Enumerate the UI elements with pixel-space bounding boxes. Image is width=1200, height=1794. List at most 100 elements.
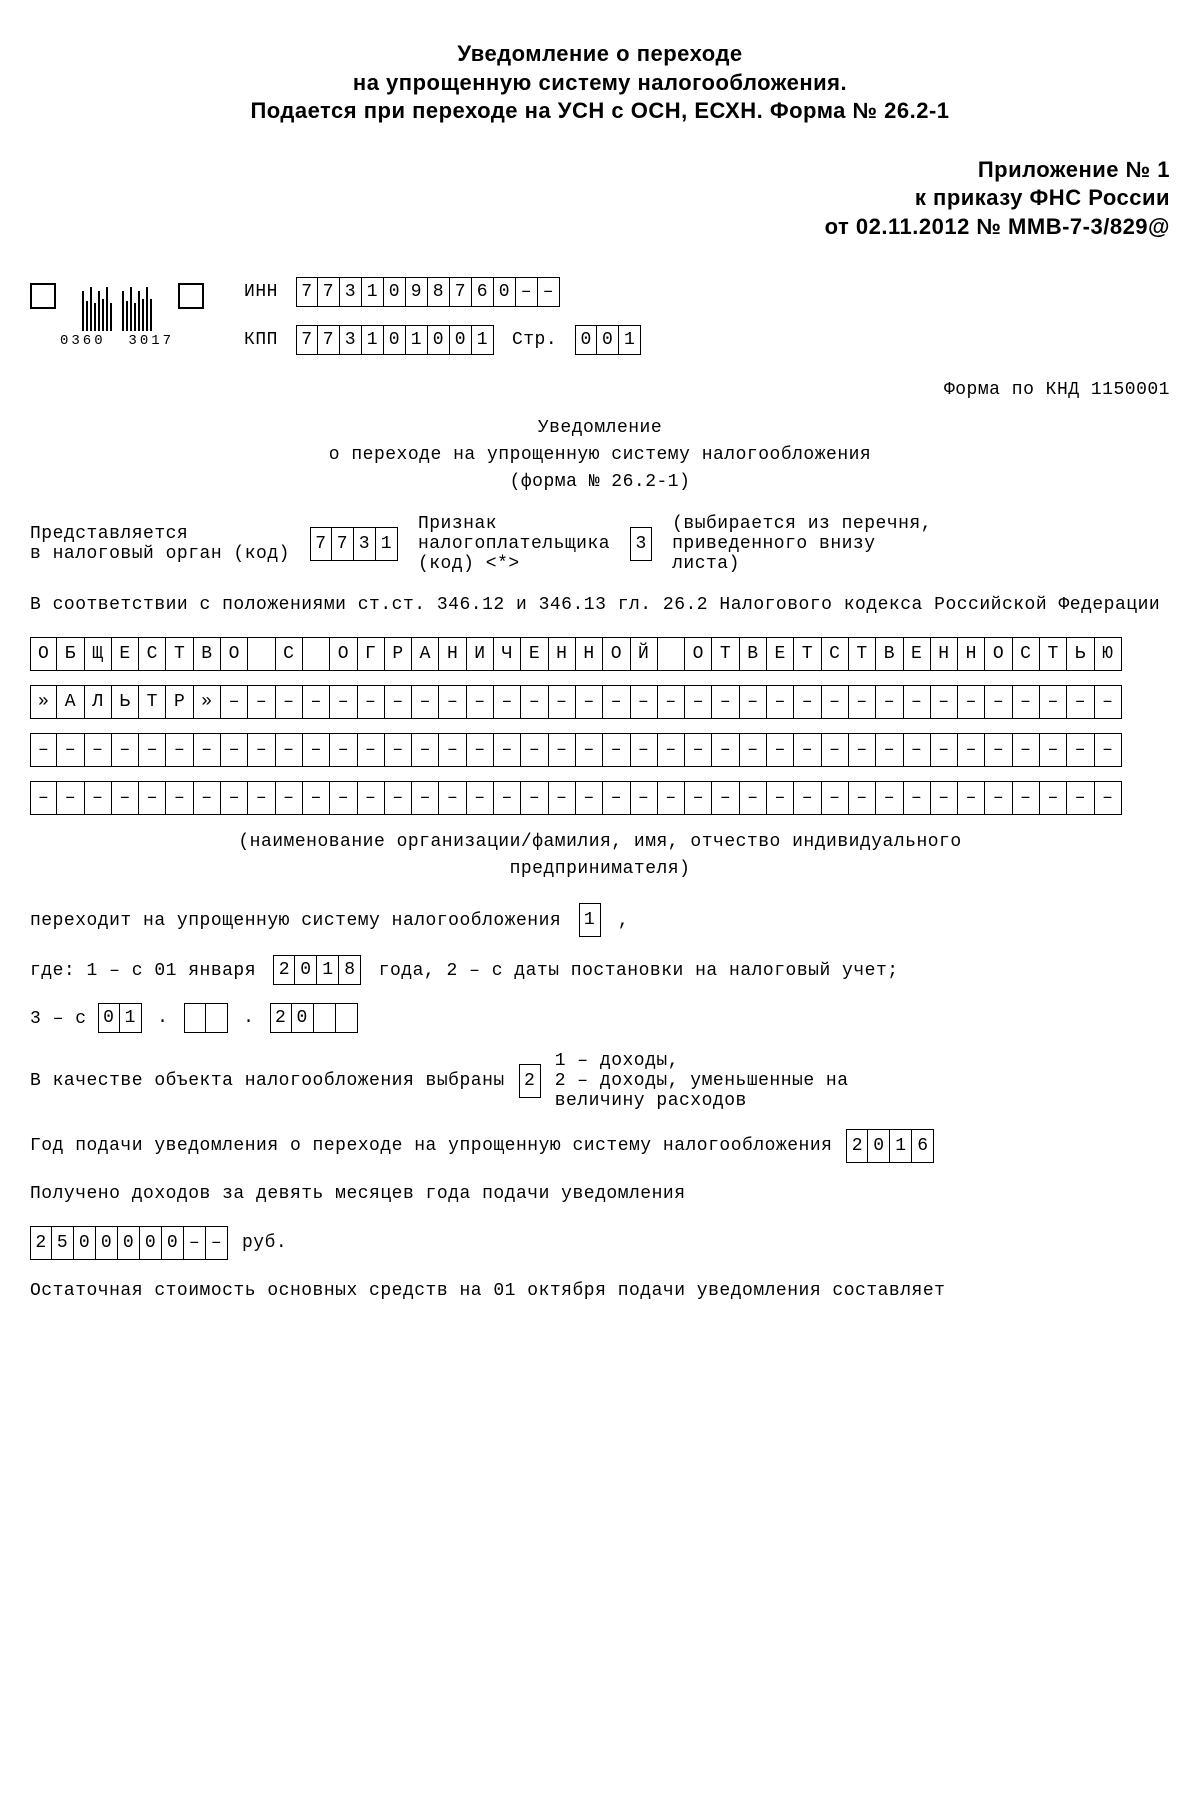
cell: »: [194, 685, 221, 719]
cell: [184, 1003, 206, 1033]
cell: –: [538, 277, 560, 307]
cell: С: [822, 637, 849, 671]
cell: –: [330, 781, 357, 815]
cell: 1: [579, 903, 601, 937]
cell: –: [358, 733, 385, 767]
cell: –: [30, 781, 57, 815]
cell: –: [385, 685, 412, 719]
cell: 7: [310, 527, 332, 561]
page-label: Стр.: [512, 330, 557, 350]
kpp-label: КПП: [244, 330, 278, 350]
cell: 0: [450, 325, 472, 355]
cell: Щ: [85, 637, 112, 671]
cell: –: [439, 781, 466, 815]
page-cells: 001: [575, 325, 641, 355]
cell: 1: [472, 325, 494, 355]
cell: –: [139, 733, 166, 767]
cell: –: [248, 781, 275, 815]
cell: –: [1040, 781, 1067, 815]
cell: В: [876, 637, 903, 671]
taxpayer-sign-label: Признак налогоплательщика (код) <*>: [418, 514, 610, 574]
cell: –: [1013, 685, 1040, 719]
cell: 0: [868, 1129, 890, 1163]
cell: О: [685, 637, 712, 671]
cell: О: [603, 637, 630, 671]
cell: –: [57, 733, 84, 767]
cell: 9: [406, 277, 428, 307]
cell: –: [516, 277, 538, 307]
cell: –: [958, 781, 985, 815]
cell: –: [658, 733, 685, 767]
opt3-year: 20: [270, 1003, 358, 1033]
cell: –: [112, 733, 139, 767]
barcode: 0360 3017: [30, 283, 204, 349]
opt3-month: [184, 1003, 228, 1033]
cell: 3: [354, 527, 376, 561]
cell: –: [740, 685, 767, 719]
cell: А: [57, 685, 84, 719]
inn-cells: 7731098760––: [296, 277, 560, 307]
cell: –: [685, 733, 712, 767]
cell: 8: [428, 277, 450, 307]
cell: –: [248, 685, 275, 719]
cell: Н: [439, 637, 466, 671]
income-row: 2500000–– руб.: [30, 1226, 1170, 1260]
cell: Е: [112, 637, 139, 671]
cell: –: [330, 685, 357, 719]
org-name-grid: ОБЩЕСТВОСОГРАНИЧЕННОЙОТВЕТСТВЕННОСТЬЮ »А…: [30, 637, 1170, 815]
cell: –: [1095, 781, 1122, 815]
cell: –: [603, 685, 630, 719]
name-row-3: ––––––––––––––––––––––––––––––––––––––––: [30, 733, 1170, 767]
cell: –: [740, 733, 767, 767]
cell: [336, 1003, 358, 1033]
cell: –: [658, 781, 685, 815]
knd-code: Форма по КНД 1150001: [30, 380, 1170, 400]
cell: –: [822, 781, 849, 815]
cell: 0: [494, 277, 516, 307]
cell: –: [958, 733, 985, 767]
cell: –: [576, 781, 603, 815]
cell: Т: [1040, 637, 1067, 671]
cell: [303, 637, 330, 671]
year-submit-row: Год подачи уведомления о переходе на упр…: [30, 1129, 1170, 1163]
where-row: где: 1 – с 01 января 2018 года, 2 – с да…: [30, 955, 1170, 985]
income-text: Получено доходов за девять месяцев года …: [30, 1181, 1170, 1208]
cell: В: [194, 637, 221, 671]
cell: –: [303, 733, 330, 767]
cell: –: [303, 781, 330, 815]
barcode-numbers: 0360 3017: [60, 333, 174, 349]
annex-1: Приложение № 1: [30, 156, 1170, 185]
cell: –: [385, 733, 412, 767]
cell: –: [958, 685, 985, 719]
cell: –: [521, 781, 548, 815]
cell: –: [494, 733, 521, 767]
cell: –: [1067, 781, 1094, 815]
cell: 0: [140, 1226, 162, 1260]
cell: –: [1013, 733, 1040, 767]
cell: 0: [118, 1226, 140, 1260]
cell: 2: [270, 1003, 292, 1033]
cell: 3: [340, 277, 362, 307]
cell: Л: [85, 685, 112, 719]
cell: 0: [96, 1226, 118, 1260]
cell: Б: [57, 637, 84, 671]
cell: [206, 1003, 228, 1033]
taxpayer-sign-cell: 3: [630, 527, 652, 561]
barcode-sq-right: [178, 283, 204, 309]
cell: –: [1067, 733, 1094, 767]
cell: Е: [904, 637, 931, 671]
cell: 7: [296, 277, 318, 307]
cell: –: [740, 781, 767, 815]
cell: –: [412, 733, 439, 767]
cell: –: [767, 685, 794, 719]
where-year-cells: 2018: [273, 955, 361, 985]
cell: Ь: [112, 685, 139, 719]
residual-text: Остаточная стоимость основных средств на…: [30, 1278, 1170, 1305]
cell: –: [412, 781, 439, 815]
cell: –: [194, 733, 221, 767]
name-note: (наименование организации/фамилия, имя, …: [30, 829, 1170, 883]
cell: С: [276, 637, 303, 671]
cell: »: [30, 685, 57, 719]
cell: 1: [362, 325, 384, 355]
cell: 0: [292, 1003, 314, 1033]
